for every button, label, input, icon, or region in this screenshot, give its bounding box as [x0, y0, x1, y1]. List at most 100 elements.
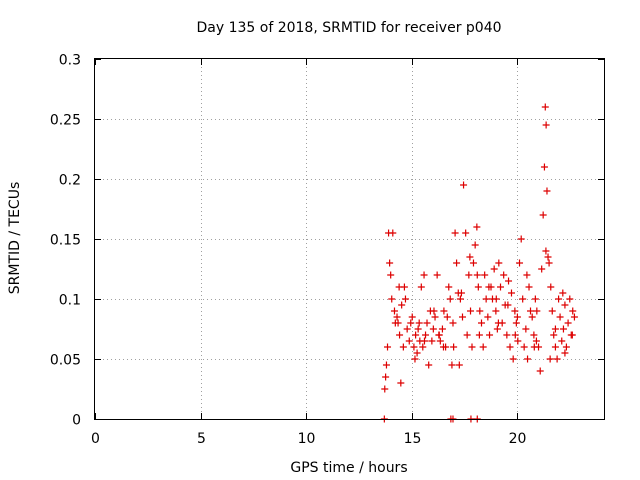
data-point: [471, 241, 479, 249]
data-point: [503, 331, 511, 339]
data-point: [420, 337, 428, 345]
x-tick-label: 10: [298, 431, 316, 447]
data-point: [493, 325, 501, 333]
data-point: [475, 331, 483, 339]
data-point: [384, 343, 392, 351]
data-point: [528, 313, 536, 321]
data-point: [555, 295, 563, 303]
data-point: [520, 343, 528, 351]
data-point: [428, 337, 436, 345]
data-point: [394, 319, 402, 327]
data-point: [408, 313, 416, 321]
data-point: [411, 355, 419, 363]
data-point: [553, 355, 561, 363]
data-point: [504, 301, 512, 309]
data-point: [448, 361, 456, 369]
data-point: [460, 181, 468, 189]
data-point: [479, 343, 487, 351]
data-point: [396, 331, 404, 339]
y-tick-label: 0.3: [59, 53, 81, 69]
y-tick-label: 0.2: [59, 173, 81, 189]
data-point: [381, 385, 389, 393]
data-point: [457, 289, 465, 297]
data-point: [429, 325, 437, 333]
data-point: [532, 337, 540, 345]
data-point: [398, 301, 406, 309]
x-tick-label: 5: [197, 431, 206, 447]
data-point: [511, 331, 519, 339]
data-point: [524, 355, 532, 363]
data-point: [465, 271, 473, 279]
data-point: [516, 259, 524, 267]
data-point: [405, 337, 413, 345]
data-point: [512, 319, 520, 327]
data-point: [485, 283, 493, 291]
data-point: [449, 319, 457, 327]
x-tick-label: 20: [509, 431, 527, 447]
data-point: [443, 313, 451, 321]
data-point: [420, 271, 428, 279]
data-point: [407, 319, 415, 327]
data-point: [551, 325, 559, 333]
data-point: [492, 295, 500, 303]
plot-border: [94, 58, 605, 420]
data-point: [382, 373, 390, 381]
data-point: [469, 259, 477, 267]
data-point: [548, 307, 556, 315]
data-point: [514, 337, 522, 345]
data-point: [473, 223, 481, 231]
data-point: [561, 301, 569, 309]
data-point: [513, 313, 521, 321]
data-point: [476, 307, 484, 315]
data-point: [395, 283, 403, 291]
data-point: [530, 343, 538, 351]
data-point: [445, 283, 453, 291]
data-point: [546, 355, 554, 363]
data-point: [558, 337, 566, 345]
data-point: [507, 289, 515, 297]
data-point: [478, 319, 486, 327]
data-point: [536, 367, 544, 375]
data-point: [415, 319, 423, 327]
y-tick-label: 0.15: [50, 233, 81, 249]
data-point: [473, 271, 481, 279]
data-point: [542, 247, 550, 255]
data-point: [494, 319, 502, 327]
data-point: [422, 331, 430, 339]
data-point: [566, 295, 574, 303]
data-point: [474, 283, 482, 291]
data-point: [397, 379, 405, 387]
data-point: [388, 295, 396, 303]
data-point: [517, 235, 525, 243]
data-point: [538, 265, 546, 273]
data-point: [495, 259, 503, 267]
data-point: [425, 361, 433, 369]
data-point: [410, 343, 418, 351]
data-point: [519, 295, 527, 303]
y-axis-ticks: 0 0.05 0.1 0.15 0.2 0.25 0.3: [50, 53, 604, 429]
data-point: [511, 307, 519, 315]
data-point: [446, 295, 454, 303]
data-point: [539, 211, 547, 219]
x-tick-label: 0: [91, 431, 100, 447]
data-point: [436, 337, 444, 345]
y-tick-label: 0.25: [50, 113, 81, 129]
data-point: [543, 187, 551, 195]
data-point: [431, 313, 439, 321]
data-point: [569, 307, 577, 315]
data-point: [393, 313, 401, 321]
data-point: [438, 325, 446, 333]
x-axis-ticks: 0 5 10 15 20: [91, 59, 526, 447]
data-point: [413, 349, 421, 357]
data-point: [468, 343, 476, 351]
data-point: [401, 295, 409, 303]
data-point: [484, 313, 492, 321]
data-point: [453, 259, 461, 267]
y-tick-label: 0.05: [50, 353, 81, 369]
y-tick-label: 0.1: [59, 293, 81, 309]
data-point: [556, 313, 564, 321]
data-point: [550, 331, 558, 339]
data-point: [435, 331, 443, 339]
data-point: [430, 307, 438, 315]
